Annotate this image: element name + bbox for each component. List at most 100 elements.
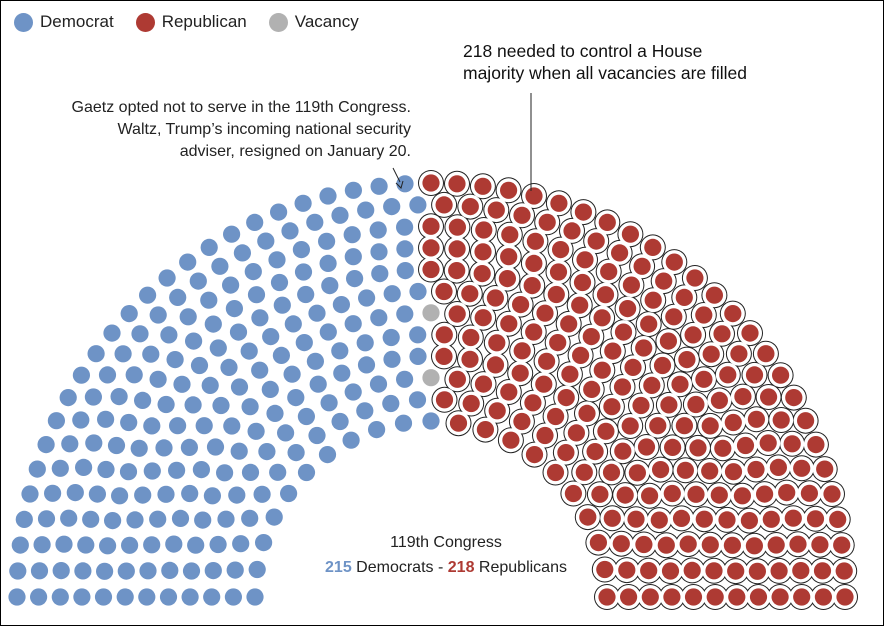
vacancy-annotation-line: Waltz, Trump’s incoming national securit… <box>117 121 411 138</box>
democrat-seat <box>408 391 427 409</box>
republican-seat <box>603 509 621 527</box>
democrat-seat <box>200 238 218 256</box>
legend-label-democrat: Democrat <box>40 12 114 31</box>
republican-seat <box>449 414 468 432</box>
republican-seat <box>760 388 778 406</box>
republican-seat <box>618 561 636 579</box>
republican-seat <box>488 334 506 352</box>
democrat-seat <box>189 272 207 290</box>
democrat-seat <box>346 270 364 288</box>
republican-seat <box>461 350 479 368</box>
democrat-seat <box>165 535 183 553</box>
democrat-seat <box>356 334 374 352</box>
republican-seat <box>513 342 531 360</box>
republican-seat <box>525 446 544 464</box>
republican-seat <box>475 221 493 239</box>
republican-seat <box>741 324 759 342</box>
democrat-seat <box>192 461 210 479</box>
democrat-seat <box>331 342 349 360</box>
republican-seat <box>792 562 810 580</box>
congress-summary: 119th Congress 215 Democrats - 218 Repub… <box>296 530 596 580</box>
republican-seat <box>684 588 703 606</box>
republican-seat <box>612 535 630 553</box>
republican-seat <box>582 328 600 346</box>
democrat-seat <box>251 361 269 379</box>
republican-seat <box>616 486 634 504</box>
republican-seat <box>572 346 590 364</box>
republican-seat <box>676 461 695 479</box>
democrat-seat <box>75 458 93 476</box>
democrat-seat <box>117 562 135 580</box>
democrat-seat <box>308 304 326 322</box>
legend-swatch-vacancy <box>268 12 288 32</box>
republican-seat <box>476 421 494 439</box>
democrat-seat <box>277 424 295 442</box>
democrat-seat <box>166 351 184 369</box>
republican-seat <box>663 588 681 606</box>
democrat-seat <box>204 315 222 333</box>
democrat-seat <box>173 375 191 393</box>
democrat-seat <box>157 485 175 503</box>
democrat-seat <box>223 225 241 243</box>
republican-seat <box>597 422 615 440</box>
republican-seat <box>511 364 529 382</box>
republican-seat <box>547 407 565 426</box>
republican-seat <box>655 272 673 290</box>
republican-seat <box>461 285 479 303</box>
republican-seat <box>586 443 604 461</box>
democrat-seat <box>88 485 106 503</box>
republican-seat <box>435 196 453 214</box>
republican-seat <box>614 323 633 341</box>
republican-seat <box>701 417 719 435</box>
democrat-seat <box>331 412 349 431</box>
democrat-seat <box>159 588 178 606</box>
democrat-seat <box>257 232 275 250</box>
democrat-seat <box>74 562 92 580</box>
republican-seat <box>695 370 713 388</box>
democrat-seat <box>169 417 187 435</box>
democrat-seat <box>59 389 77 407</box>
republican-seat <box>422 239 440 257</box>
republican-seat <box>462 328 480 347</box>
republican-seat <box>644 238 662 256</box>
republican-seat <box>757 345 775 363</box>
republican-seat <box>462 394 480 413</box>
republican-seat <box>596 560 614 579</box>
republican-seat <box>488 402 506 420</box>
republican-seat <box>718 511 736 529</box>
democrat-seat <box>116 588 134 606</box>
democrat-seat <box>85 434 103 452</box>
democrat-seat <box>409 326 427 344</box>
democrat-seat <box>358 289 376 307</box>
republican-seat <box>770 562 788 580</box>
democrat-seat <box>281 222 299 240</box>
democrat-seat <box>223 417 241 435</box>
democrat-seat <box>37 510 56 528</box>
democrat-seat <box>292 241 310 259</box>
democrat-seat <box>8 588 26 606</box>
democrat-seat <box>246 213 264 231</box>
republican-seat <box>575 463 593 481</box>
democrat-seat <box>344 383 362 401</box>
democrat-seat <box>356 402 374 420</box>
democrat-seat <box>194 511 212 529</box>
democrat-seat <box>241 509 259 527</box>
republican-seat <box>563 222 581 240</box>
republican-seat <box>525 323 543 341</box>
democrat-seat <box>126 511 144 529</box>
democrat-seat <box>182 562 201 580</box>
democrat-seat <box>96 562 114 580</box>
republican-seat <box>435 391 454 409</box>
republican-seat <box>833 536 851 554</box>
democrat-seat <box>319 323 337 341</box>
democrat-seat <box>44 484 62 502</box>
democrat-seat <box>169 288 187 306</box>
republican-seat <box>486 289 504 307</box>
democrat-seat <box>284 315 302 333</box>
democrat-seat <box>287 389 305 407</box>
republican-seat <box>727 562 745 580</box>
republican-seat <box>829 510 847 528</box>
democrat-seat <box>396 262 414 280</box>
democrat-seat <box>103 324 121 342</box>
